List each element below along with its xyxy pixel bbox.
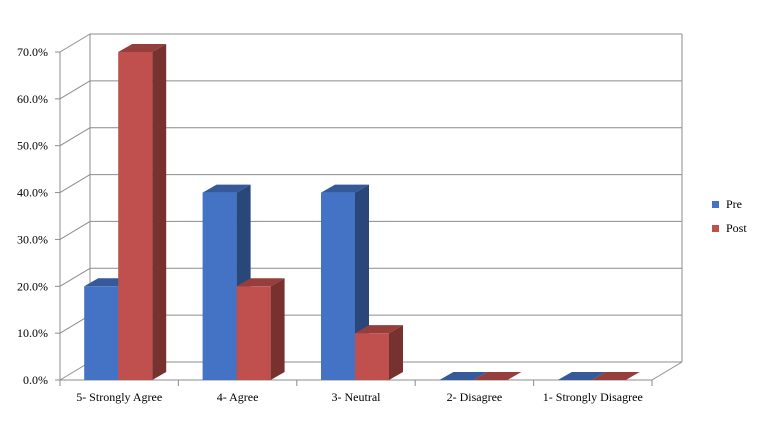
gridline-depth [59,220,91,240]
x-category-label: 3- Neutral [332,390,382,404]
legend-label-post: Post [726,220,747,235]
legend-swatch-post [712,224,719,232]
floor-right-edge [651,361,683,381]
x-category-label: 1- Strongly Disagree [543,390,643,404]
bar-side-face [270,278,285,380]
bar-post [591,372,640,380]
bar-top-face [202,184,251,193]
bar-post [355,325,403,380]
x-category-label: 4- Agree [217,390,259,404]
gridline-depth [59,127,91,147]
x-category-label: 5- Strongly Agree [76,390,162,404]
y-tick-label: 50.0% [17,139,48,153]
bar-front-face [321,192,355,380]
bar-top-face [473,372,522,380]
y-tick-label: 30.0% [17,232,48,246]
bar-post [473,372,522,380]
bar-top-face [321,184,369,193]
gridline-depth [59,174,91,194]
bar-top-face [355,325,403,334]
bar-post [118,44,167,380]
gridline-depth [59,267,91,287]
bar-top-face [118,44,167,52]
legend-swatch-pre [712,200,719,208]
bar-front-face [118,52,153,380]
bar-side-face [152,44,167,380]
y-tick-label: 20.0% [17,279,48,293]
legend-item-post: Post [712,216,747,240]
y-tick-label: 70.0% [17,45,48,59]
x-category-label: 2- Disagree [447,390,503,404]
bar-top-face [236,278,285,287]
y-tick-label: 10.0% [17,326,48,340]
bar-front-face [236,286,271,380]
bar-front-face [202,192,237,380]
bar-top-face [557,372,606,380]
y-tick-label: 0.0% [23,373,48,387]
y-tick-label: 40.0% [17,186,48,200]
gridline-depth [59,80,91,100]
y-tick-label: 60.0% [17,92,48,106]
bar-post [236,278,285,380]
legend-item-pre: Pre [712,192,747,216]
legend-label-pre: Pre [726,196,742,211]
chart-legend: Pre Post [712,192,747,240]
bar-pre [557,372,606,380]
bar-front-face [355,333,389,380]
bar-top-face [591,372,640,380]
bar-front-face [84,286,119,380]
gridline-depth [59,33,91,53]
bar-top-face [439,372,488,380]
bar-pre [439,372,488,380]
bar-side-face [389,325,403,380]
